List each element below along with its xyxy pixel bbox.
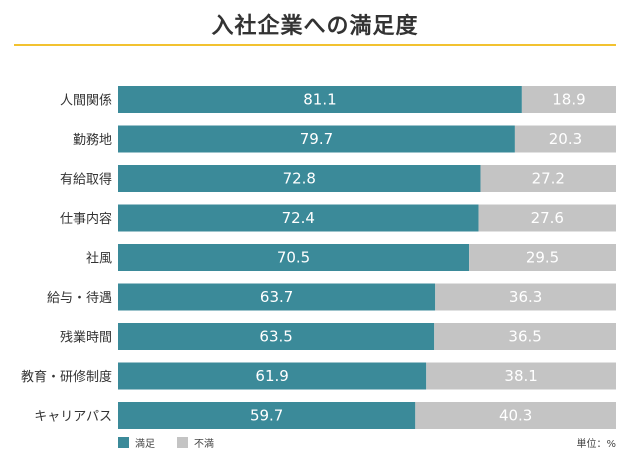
value-label-dissatisfied: 40.3	[499, 407, 532, 425]
legend-swatch-satisfied	[118, 437, 129, 448]
bar-satisfied	[118, 283, 436, 311]
value-label-satisfied: 81.1	[303, 91, 336, 109]
chart-title: 入社企業への満足度	[211, 14, 419, 39]
category-label: 有給取得	[60, 172, 112, 188]
legend-swatch-dissatisfied	[177, 437, 188, 448]
category-label: 給与・待遇	[47, 291, 112, 306]
value-label-satisfied: 63.5	[259, 328, 292, 346]
value-label-satisfied: 61.9	[255, 367, 288, 385]
value-label-dissatisfied: 27.2	[532, 170, 565, 188]
bar-dissatisfied	[478, 204, 616, 232]
category-label: 社風	[86, 251, 112, 267]
category-label: 教育・研修制度	[21, 369, 112, 385]
legend-item-dissatisfied: 不満	[177, 435, 214, 450]
bar-satisfied	[118, 244, 470, 271]
value-label-satisfied: 59.7	[250, 407, 283, 425]
value-label-dissatisfied: 36.3	[509, 288, 542, 306]
bar-satisfied	[118, 362, 427, 390]
legend-label-satisfied: 満足	[135, 439, 155, 450]
category-label: キャリアパス	[34, 410, 112, 425]
category-label: 人間関係	[60, 94, 112, 109]
value-label-satisfied: 70.5	[277, 249, 310, 267]
value-label-satisfied: 63.7	[260, 288, 293, 306]
bar-satisfied	[118, 204, 479, 232]
bar-dissatisfied	[434, 323, 616, 350]
value-label-satisfied: 72.8	[283, 170, 316, 188]
legend-item-satisfied: 満足	[118, 435, 155, 450]
unit-label: 単位：%	[576, 439, 616, 450]
stacked-bar-chart: 人間関係 81.1 18.9 勤務地 79.7 20.3 有給取得 72.8 27.2 仕事内容 7…	[21, 86, 616, 429]
bar-dissatisfied	[521, 86, 616, 113]
bar-dissatisfied	[469, 244, 616, 271]
legend: 満足 不満	[118, 435, 236, 450]
bar-dissatisfied	[435, 283, 616, 311]
bar-dissatisfied	[426, 362, 616, 390]
bar-satisfied	[118, 125, 515, 153]
title-underline	[14, 44, 616, 46]
value-label-dissatisfied: 29.5	[526, 249, 559, 267]
value-label-satisfied: 79.7	[300, 130, 333, 148]
category-label: 勤務地	[73, 133, 112, 148]
value-label-dissatisfied: 18.9	[552, 91, 585, 109]
value-label-dissatisfied: 38.1	[504, 367, 537, 385]
category-label: 仕事内容	[60, 211, 112, 227]
legend-label-dissatisfied: 不満	[194, 439, 214, 450]
bar-satisfied	[118, 165, 481, 192]
bar-dissatisfied	[480, 165, 616, 192]
value-label-satisfied: 72.4	[282, 209, 315, 227]
value-label-dissatisfied: 36.5	[508, 328, 541, 346]
category-label: 残業時間	[60, 330, 112, 346]
bar-dissatisfied	[415, 402, 616, 429]
bar-dissatisfied	[514, 125, 616, 153]
value-label-dissatisfied: 20.3	[549, 130, 582, 148]
bar-satisfied	[118, 323, 435, 350]
bar-satisfied	[118, 402, 416, 429]
value-label-dissatisfied: 27.6	[531, 209, 564, 227]
bar-satisfied	[118, 86, 522, 113]
